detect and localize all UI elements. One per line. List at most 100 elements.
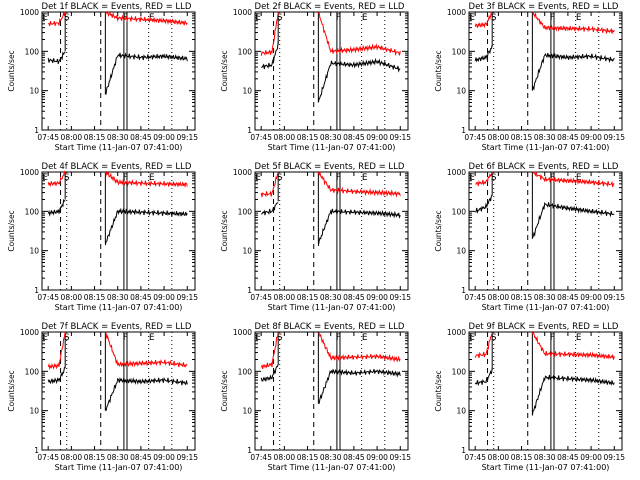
y-tick-label: 1000	[447, 8, 466, 17]
x-tick-label: 07:45	[250, 133, 272, 142]
x-tick-label: 08:45	[130, 453, 152, 462]
boundary-marker-label: E	[576, 333, 582, 343]
x-tick-label: 08:45	[130, 133, 152, 142]
boundary-marker-label: F	[123, 333, 128, 343]
x-tick-label: 09:15	[176, 453, 198, 462]
plot-frame	[468, 171, 623, 291]
x-tick-label: 08:30	[320, 453, 342, 462]
y-axis-label: Counts/sec	[7, 50, 16, 91]
boundary-marker-label: F	[336, 13, 341, 23]
panel-title: Det 7f BLACK = Events, RED = LLD	[42, 322, 192, 332]
x-tick-label: 08:00	[488, 133, 510, 142]
x-axis-label: Start Time (11-Jan-07 07:41:00)	[482, 463, 610, 472]
boundary-marker-label: S	[64, 13, 70, 23]
x-tick-label: 08:30	[107, 293, 129, 302]
lld-series-line	[260, 11, 401, 57]
x-axis-label: Start Time (11-Jan-07 07:41:00)	[268, 303, 396, 312]
x-tick-label: 08:30	[534, 293, 556, 302]
x-axis-label: Start Time (11-Jan-07 07:41:00)	[55, 143, 183, 152]
x-tick-label: 09:00	[366, 293, 388, 302]
plot-frame	[254, 171, 409, 291]
plot-frame	[468, 331, 623, 451]
x-tick-label: 08:15	[511, 133, 533, 142]
events-series-line	[474, 368, 615, 416]
x-tick-label: 08:45	[557, 133, 579, 142]
x-tick-label: 08:30	[320, 133, 342, 142]
boundary-marker-label: E	[149, 333, 155, 343]
boundary-marker-label: E	[149, 13, 155, 23]
boundary-marker-label: S	[491, 333, 497, 343]
x-axis-label: Start Time (11-Jan-07 07:41:00)	[268, 143, 396, 152]
boundary-marker-label: S	[277, 333, 283, 343]
boundary-marker-label: S	[491, 13, 497, 23]
y-tick-label: 10	[29, 87, 39, 96]
x-axis-label: Start Time (11-Jan-07 07:41:00)	[482, 143, 610, 152]
boundary-marker-label: S	[491, 173, 497, 183]
x-tick-label: 07:45	[37, 453, 59, 462]
y-tick-label: 100	[238, 47, 253, 56]
x-tick-label: 08:45	[557, 453, 579, 462]
x-tick-label: 09:00	[153, 293, 175, 302]
panel-title: Det 3f BLACK = Events, RED = LLD	[469, 2, 619, 12]
x-tick-label: 09:15	[176, 293, 198, 302]
y-tick-label: 1000	[233, 328, 252, 337]
x-tick-label: 09:15	[389, 453, 411, 462]
panel-title: Det 2f BLACK = Events, RED = LLD	[255, 2, 405, 12]
x-tick-label: 08:15	[84, 453, 106, 462]
lld-series-line	[474, 330, 615, 360]
y-tick-label: 1	[247, 126, 252, 135]
x-tick-label: 08:00	[274, 133, 296, 142]
y-tick-label: 1	[461, 126, 466, 135]
x-tick-label: 07:45	[464, 453, 486, 462]
y-tick-label: 1000	[233, 8, 252, 17]
x-tick-label: 08:00	[61, 133, 83, 142]
y-tick-label: 1	[461, 446, 466, 455]
y-tick-label: 1000	[233, 168, 252, 177]
y-tick-label: 100	[25, 47, 40, 56]
panel-det-9: Det 9f BLACK = Events, RED = LLD 1 10 100 10…	[434, 322, 625, 472]
y-axis-label: Counts/sec	[7, 210, 16, 251]
boundary-marker-label: S	[64, 173, 70, 183]
panel-det-8: Det 8f BLACK = Events, RED = LLD 1 10 100 10…	[220, 322, 411, 472]
y-axis-label: Counts/sec	[7, 370, 16, 411]
x-tick-label: 07:45	[250, 453, 272, 462]
boundary-marker-label: E	[469, 333, 475, 343]
y-tick-label: 10	[456, 247, 466, 256]
boundary-marker-label: E	[42, 333, 48, 343]
x-tick-label: 08:00	[61, 453, 83, 462]
panel-det-4: Det 4f BLACK = Events, RED = LLD 1 10 100 10…	[7, 162, 198, 312]
y-tick-label: 1	[34, 286, 39, 295]
boundary-marker-label: E	[362, 333, 368, 343]
boundary-marker-label: F	[336, 333, 341, 343]
x-tick-label: 09:15	[176, 133, 198, 142]
panel-det-5: Det 5f BLACK = Events, RED = LLD 1 10 100 10…	[220, 162, 411, 312]
y-axis-label: Counts/sec	[220, 370, 229, 411]
lld-series-line	[47, 10, 188, 27]
x-tick-label: 09:00	[153, 133, 175, 142]
x-tick-label: 08:15	[84, 293, 106, 302]
plot-frame	[468, 11, 623, 131]
x-tick-label: 08:15	[84, 133, 106, 142]
panel-title: Det 4f BLACK = Events, RED = LLD	[42, 162, 192, 172]
x-tick-label: 08:30	[320, 293, 342, 302]
lld-series-line	[47, 331, 188, 371]
x-tick-label: 08:30	[534, 453, 556, 462]
y-axis-label: Counts/sec	[434, 370, 443, 411]
events-series-line	[261, 42, 401, 103]
y-tick-label: 1	[461, 286, 466, 295]
boundary-marker-label: E	[255, 13, 261, 23]
x-tick-label: 08:15	[297, 293, 319, 302]
plot-frame	[41, 331, 196, 451]
x-tick-label: 08:15	[511, 293, 533, 302]
x-tick-label: 08:45	[343, 133, 365, 142]
panel-title: Det 5f BLACK = Events, RED = LLD	[255, 162, 405, 172]
boundary-marker-label: F	[336, 173, 341, 183]
events-series-line	[474, 44, 615, 91]
events-series-line	[47, 198, 188, 246]
x-tick-label: 09:00	[580, 293, 602, 302]
x-tick-label: 09:00	[366, 133, 388, 142]
panel-det-2: Det 2f BLACK = Events, RED = LLD 1 10 100 10…	[220, 2, 411, 152]
y-tick-label: 1000	[20, 8, 39, 17]
x-tick-label: 09:15	[603, 133, 625, 142]
x-tick-label: 08:45	[557, 293, 579, 302]
